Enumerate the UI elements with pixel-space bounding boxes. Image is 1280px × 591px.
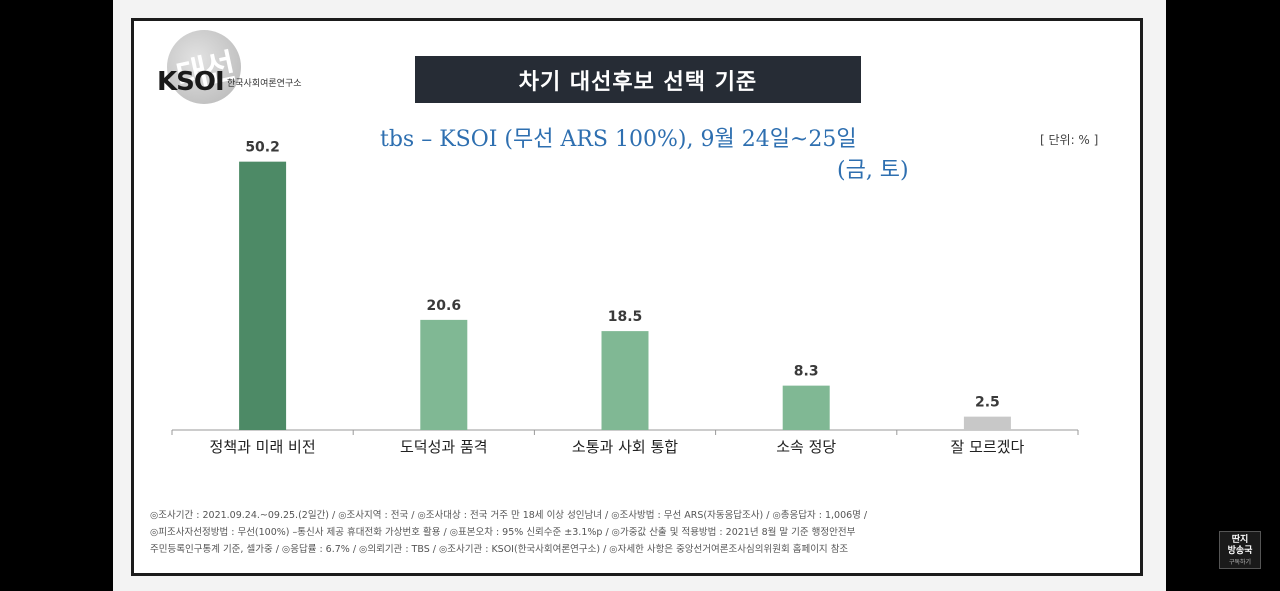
bar-value-label: 20.6 bbox=[427, 298, 462, 314]
unit-label: [ 단위: % ] bbox=[1040, 133, 1099, 147]
logo-wordmark: KSOI bbox=[157, 67, 225, 97]
bar-value-label: 8.3 bbox=[794, 364, 819, 380]
bar bbox=[963, 416, 1011, 430]
logo-seal bbox=[167, 30, 241, 104]
footnote-line-2: ◎피조사자선정방법 : 무선(100%) –통신사 제공 휴대전화 가상번호 활… bbox=[150, 527, 856, 538]
category-label: 소통과 사회 통합 bbox=[572, 438, 678, 456]
badge-line-1: 딴지 bbox=[1231, 535, 1249, 545]
bar-value-label: 18.5 bbox=[608, 309, 643, 325]
bar-value-label: 50.2 bbox=[245, 140, 280, 156]
ksoi-logo: 대선 KSOI 한국사회여론연구소 bbox=[153, 30, 313, 110]
category-label: 도덕성과 품격 bbox=[400, 438, 488, 456]
category-label: 잘 모르겠다 bbox=[951, 438, 1025, 456]
channel-badge[interactable]: 딴지 방송국 구독하기 bbox=[1219, 531, 1261, 569]
bar-value-label: 2.5 bbox=[975, 395, 1000, 411]
bar bbox=[420, 319, 468, 430]
badge-subscribe: 구독하기 bbox=[1228, 559, 1252, 566]
bar bbox=[782, 385, 830, 430]
footnote-line-1: ◎조사기간 : 2021.09.24.~09.25.(2일간) / ◎조사지역 … bbox=[150, 510, 868, 521]
slide-title: 차기 대선후보 선택 기준 bbox=[415, 56, 861, 103]
survey-days: (금, 토) bbox=[837, 158, 909, 183]
survey-subtitle: tbs – KSOI (무선 ARS 100%), 9월 24일~25일 bbox=[380, 127, 857, 152]
badge-line-2: 방송국 bbox=[1227, 546, 1253, 556]
slide-frame bbox=[131, 18, 1143, 576]
logo-subtext: 한국사회여론연구소 bbox=[227, 79, 302, 89]
bar bbox=[601, 331, 649, 430]
bar bbox=[239, 161, 287, 430]
survey-footnote: ◎조사기간 : 2021.09.24.~09.25.(2일간) / ◎조사지역 … bbox=[150, 507, 1120, 558]
category-label: 정책과 미래 비전 bbox=[210, 438, 316, 456]
footnote-line-3: 주민등록인구통계 기준, 셀가중 / ◎응답률 : 6.7% / ◎의뢰기관 :… bbox=[150, 544, 849, 555]
category-label: 소속 정당 bbox=[776, 438, 836, 456]
